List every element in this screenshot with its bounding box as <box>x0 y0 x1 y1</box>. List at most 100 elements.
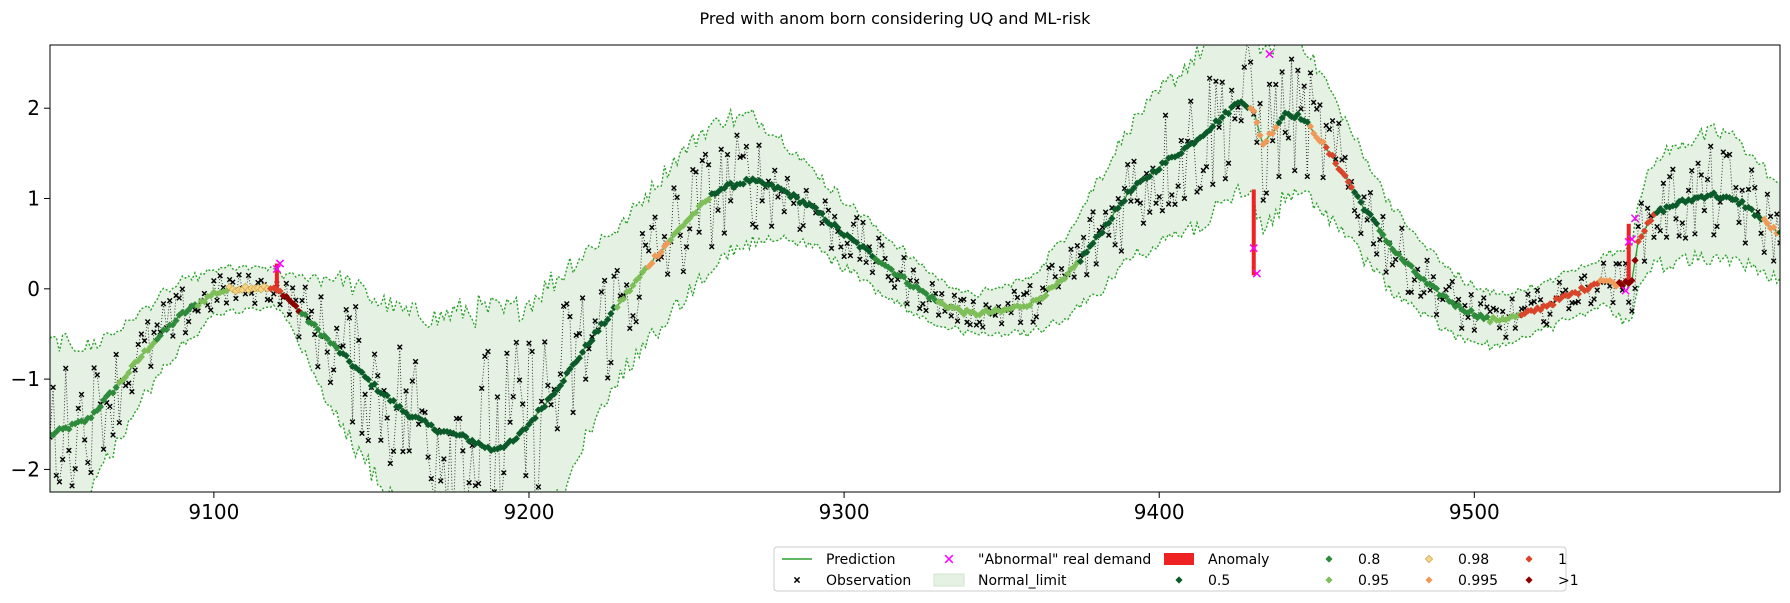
observation-point <box>132 367 138 373</box>
observation-point <box>579 295 586 301</box>
observation-point <box>1024 290 1030 296</box>
observation-point <box>901 254 907 261</box>
observation-point <box>1266 81 1273 88</box>
risk-marker-r0_5 <box>1688 197 1696 205</box>
observation-point <box>1531 298 1538 305</box>
risk-marker-r0_95 <box>194 302 202 310</box>
observation-point <box>460 448 466 454</box>
abnormal-point <box>272 264 282 274</box>
observation-point <box>1181 195 1188 202</box>
risk-marker-r0_995 <box>1770 223 1778 232</box>
risk-marker-r0_5 <box>563 369 571 377</box>
observation-point <box>513 339 520 346</box>
risk-marker-r0_95 <box>938 299 946 307</box>
observation-point <box>1093 261 1099 267</box>
risk-marker-r0_5 <box>1284 110 1293 118</box>
observation-point <box>951 292 958 299</box>
risk-marker-r0_8 <box>1407 262 1415 270</box>
observation-point <box>1273 81 1279 88</box>
risk-marker-r1 <box>1344 178 1352 186</box>
observation-point <box>1629 308 1635 314</box>
observation-point <box>1625 299 1632 306</box>
observation-point <box>352 303 359 310</box>
observation-point <box>563 301 570 307</box>
risk-marker-r0_8 <box>90 408 98 416</box>
legend-swatch <box>1164 553 1194 565</box>
risk-marker-r0_8 <box>1385 239 1393 248</box>
y-tick-label: 1 <box>27 187 40 211</box>
observation-point <box>1594 287 1601 294</box>
observation-point <box>1490 305 1497 312</box>
observation-point <box>464 529 469 534</box>
observation-point <box>639 230 646 237</box>
risk-marker-r0_8 <box>900 273 908 281</box>
risk-marker-r0_5 <box>1297 115 1305 124</box>
risk-marker-r0_95 <box>635 273 643 281</box>
risk-marker-r1 <box>1347 183 1356 191</box>
risk-marker-r0_95 <box>613 303 621 311</box>
observation-point <box>432 500 437 505</box>
observation-point <box>661 233 668 240</box>
risk-marker-r0_8 <box>887 265 895 274</box>
observation-point <box>875 235 882 241</box>
observation-point <box>148 363 154 370</box>
observation-point <box>1049 262 1055 269</box>
risk-marker-r0_5 <box>541 403 549 411</box>
observation-point <box>478 385 485 392</box>
observation-point <box>1159 207 1166 214</box>
observation-point <box>1288 56 1295 62</box>
observation-point <box>69 483 75 489</box>
observation-point <box>374 372 381 379</box>
observation-point <box>1465 314 1471 321</box>
observation-point <box>1033 314 1040 320</box>
risk-marker-r0_5 <box>1713 193 1721 201</box>
observation-point <box>1770 258 1777 264</box>
risk-marker-r0_8 <box>909 283 918 291</box>
risk-marker-r1 <box>276 287 284 295</box>
observation-point <box>1742 240 1749 246</box>
observation-point <box>378 437 384 444</box>
risk-marker-r0_995 <box>1306 122 1315 131</box>
observation-point <box>362 391 368 398</box>
risk-marker-r0_8 <box>912 282 921 290</box>
risk-marker-r0_8 <box>156 331 164 340</box>
observation-point <box>1238 117 1244 124</box>
observation-point <box>1389 262 1396 268</box>
observation-point <box>1455 296 1462 303</box>
observation-point <box>1351 207 1358 214</box>
risk-marker-r0_5 <box>399 407 407 415</box>
risk-marker-r0_5 <box>1294 110 1302 118</box>
observation-point <box>1071 274 1077 280</box>
risk-marker-r0_8 <box>62 424 70 432</box>
observation-point <box>466 479 472 486</box>
observation-point <box>904 301 910 307</box>
observation-point <box>554 426 561 432</box>
risk-marker-r0_95 <box>1045 284 1053 293</box>
risk-marker-r0_5 <box>1196 133 1204 142</box>
observation-point <box>1547 311 1553 317</box>
risk-marker-r0_5 <box>1105 219 1113 227</box>
risk-marker-r0_5 <box>534 406 543 414</box>
observation-point <box>1131 158 1137 165</box>
observation-point <box>1588 300 1594 307</box>
observation-point <box>1068 246 1074 253</box>
observation-point <box>1591 296 1597 302</box>
observation-point <box>390 448 397 454</box>
risk-marker-r0_8 <box>65 425 73 433</box>
observation-point <box>1282 129 1289 136</box>
risk-marker-r0_5 <box>1360 206 1368 214</box>
observation-point <box>166 297 173 304</box>
observation-point <box>841 253 847 260</box>
observation-point <box>308 308 315 315</box>
risk-marker-r0_8 <box>112 383 120 392</box>
observation-point <box>828 245 835 252</box>
observation-point <box>1660 180 1667 187</box>
observation-point <box>642 242 649 248</box>
observation-point <box>315 363 321 370</box>
risk-marker-r0_5 <box>1146 172 1154 181</box>
observation-point <box>1676 233 1682 239</box>
risk-marker-r0_995 <box>654 252 662 260</box>
risk-marker-r0_8 <box>320 331 328 340</box>
observation-point <box>715 207 721 213</box>
risk-marker-r0_5 <box>1675 197 1683 206</box>
